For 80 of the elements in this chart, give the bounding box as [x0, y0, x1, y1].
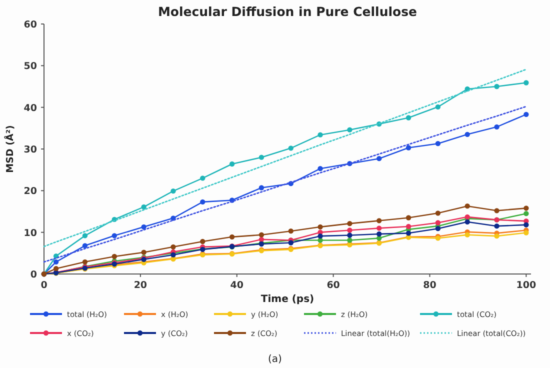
y-tick-label: 10: [24, 228, 38, 239]
y-tick-label: 0: [30, 270, 38, 280]
point: [318, 238, 323, 243]
x-tick-label: 40: [230, 280, 244, 291]
point: [318, 224, 323, 230]
point: [141, 204, 146, 210]
x-tick-label: 60: [326, 280, 340, 291]
point: [406, 145, 412, 150]
point: [524, 80, 529, 86]
x-tick-label: 0: [40, 280, 48, 291]
point: [258, 232, 264, 238]
point: [435, 226, 441, 232]
point: [435, 210, 441, 216]
point: [406, 215, 412, 220]
point: [229, 161, 235, 167]
point: [494, 233, 500, 239]
point: [258, 185, 264, 190]
point: [435, 104, 441, 110]
point: [347, 228, 352, 233]
point: [82, 243, 88, 248]
point: [376, 218, 382, 224]
point: [406, 224, 412, 230]
x-axis-title: Time (ps): [260, 294, 314, 305]
text: (a): [268, 354, 282, 365]
point: [112, 233, 117, 238]
point: [170, 188, 176, 194]
line-series: [43, 68, 527, 248]
y-tick-label: 50: [24, 61, 38, 72]
point: [464, 132, 470, 138]
point: [200, 176, 206, 181]
point: [318, 132, 323, 138]
y-tick-label: 60: [24, 20, 38, 30]
point: [288, 228, 294, 234]
point: [200, 238, 206, 244]
point: [82, 259, 88, 265]
x-tick-label: 100: [516, 280, 536, 291]
point: [435, 140, 441, 146]
point: [288, 146, 294, 151]
point: [524, 210, 529, 216]
point: [53, 259, 59, 265]
point: [258, 154, 264, 160]
chart-title: Molecular Diffusion in Pure Cellulose: [158, 4, 418, 19]
point: [170, 244, 176, 250]
point: [347, 220, 352, 226]
point: [53, 266, 59, 272]
y-axis-title: MSD (Å²): [4, 125, 16, 173]
y-tick-label: 20: [24, 186, 38, 198]
x-tick-label: 20: [134, 280, 148, 291]
point: [318, 166, 323, 172]
point: [229, 234, 235, 240]
point: [288, 240, 294, 246]
y-tick-label: 40: [24, 102, 38, 114]
point: [464, 232, 470, 238]
point: [112, 254, 117, 260]
y-tick-label: 30: [24, 144, 38, 156]
point: [318, 233, 323, 239]
point: [376, 156, 382, 162]
point: [141, 250, 146, 255]
point: [524, 112, 529, 118]
point: [141, 224, 146, 230]
point: [200, 199, 206, 205]
point: [376, 226, 382, 231]
point: [82, 233, 88, 238]
point: [347, 232, 352, 238]
point: [494, 124, 500, 130]
x-tick-label: 80: [423, 280, 437, 291]
point: [524, 222, 529, 228]
point: [494, 208, 500, 214]
point: [464, 219, 470, 225]
point: [435, 220, 441, 226]
point: [406, 115, 412, 120]
point: [524, 230, 529, 236]
point: [494, 84, 500, 90]
point: [347, 238, 352, 243]
point: [524, 206, 529, 211]
point: [464, 203, 470, 209]
point: [406, 230, 412, 236]
point: [494, 223, 500, 229]
point: [347, 127, 352, 132]
point: [376, 231, 382, 237]
